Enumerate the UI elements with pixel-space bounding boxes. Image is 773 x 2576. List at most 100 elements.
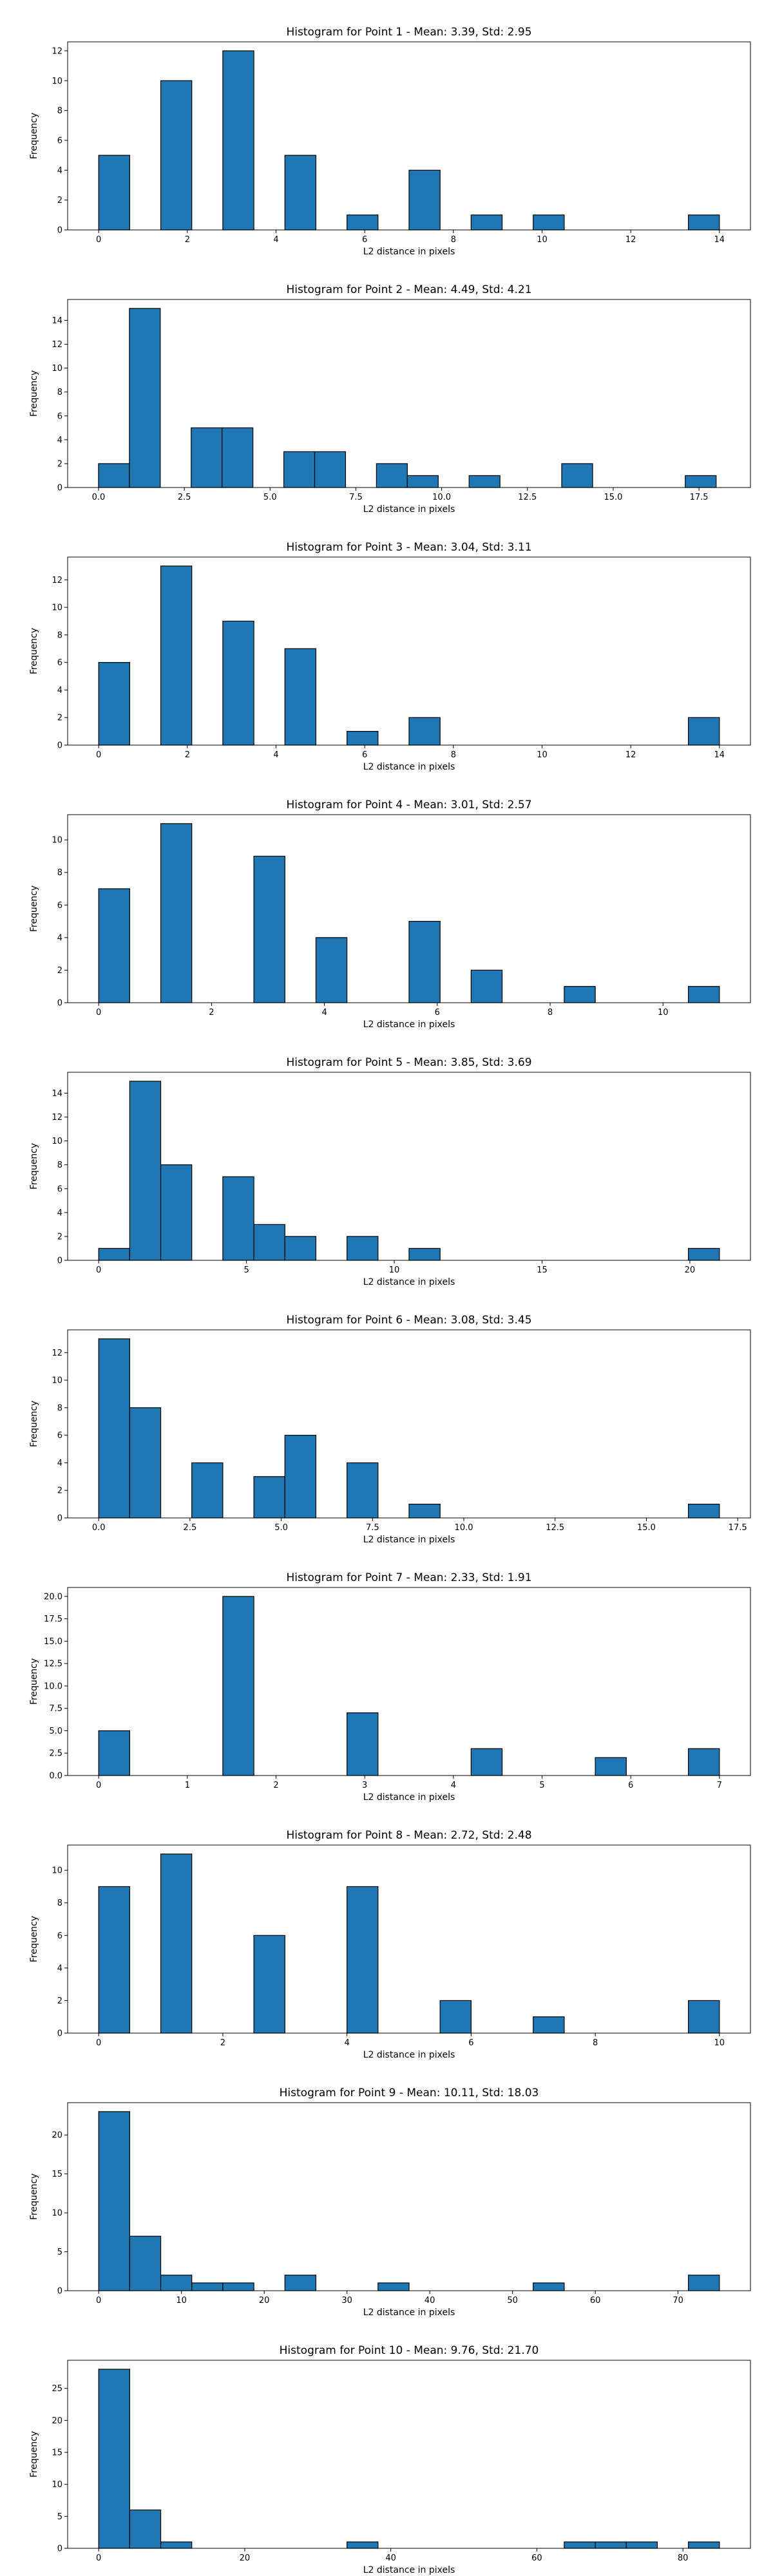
y-tick-label: 12 <box>52 1349 62 1358</box>
y-tick-label: 6 <box>57 1931 62 1941</box>
x-tick-label: 2.5 <box>184 1523 197 1533</box>
histogram-bar <box>688 2000 720 2034</box>
axes-frame <box>67 299 751 488</box>
y-tick-label: 10 <box>52 836 62 846</box>
x-tick-label: 15.0 <box>604 493 622 502</box>
y-tick-label: 10 <box>52 1137 62 1146</box>
histogram-bar <box>688 1748 720 1776</box>
x-tick-label: 30 <box>341 2296 352 2306</box>
histogram-bar <box>191 427 223 488</box>
y-tick-label: 0 <box>57 1256 62 1266</box>
chart-title: Histogram for Point 4 - Mean: 3.01, Std:… <box>286 799 531 811</box>
histogram-bar <box>377 2282 410 2291</box>
histogram-bar <box>688 717 720 746</box>
x-axis-label: L2 distance in pixels <box>363 2050 455 2060</box>
x-tick-label: 5.0 <box>263 493 277 502</box>
x-tick-label: 0 <box>96 2296 101 2306</box>
histogram-bar <box>688 1247 720 1261</box>
y-tick-label: 14 <box>52 316 62 326</box>
x-tick-label: 15.0 <box>637 1523 656 1533</box>
y-tick-label: 8 <box>57 106 62 116</box>
chart-title: Histogram for Point 5 - Mean: 3.85, Std:… <box>286 1056 531 1069</box>
histogram-bar <box>284 2275 317 2291</box>
histogram-bar <box>688 1504 720 1519</box>
axes-frame <box>67 814 751 1003</box>
x-tick-label: 12 <box>625 750 636 760</box>
histogram-panel-5: Histogram for Point 5 - Mean: 3.85, Std:… <box>29 1056 751 1287</box>
x-tick-label: 40 <box>385 2553 396 2563</box>
x-tick-label: 4 <box>451 1781 456 1790</box>
histogram-bar <box>688 2541 720 2549</box>
histogram-bar <box>688 986 720 1003</box>
y-tick-label: 2 <box>57 1486 62 1496</box>
x-tick-label: 1 <box>185 1781 190 1790</box>
x-tick-label: 4 <box>321 1008 327 1018</box>
histogram-bar <box>347 214 379 231</box>
y-tick-label: 6 <box>57 136 62 146</box>
histogram-bar <box>284 1236 317 1261</box>
x-tick-label: 6 <box>468 2038 473 2048</box>
histogram-bar <box>408 920 441 1003</box>
x-tick-label: 5 <box>539 1781 544 1790</box>
x-axis-label: L2 distance in pixels <box>363 1535 455 1545</box>
y-tick-label: 6 <box>57 1184 62 1194</box>
axes-frame <box>67 1587 751 1776</box>
histogram-bar <box>470 214 503 231</box>
histogram-bar <box>160 1164 193 1261</box>
y-tick-label: 12.5 <box>44 1660 62 1669</box>
x-axis-label: L2 distance in pixels <box>363 504 455 515</box>
y-tick-label: 0 <box>57 741 62 751</box>
histogram-bar <box>129 2509 162 2549</box>
y-tick-label: 5.0 <box>49 1727 62 1736</box>
y-tick-label: 12 <box>52 46 62 56</box>
histogram-bar <box>98 1338 130 1519</box>
x-tick-label: 7 <box>717 1781 722 1790</box>
histogram-bar <box>533 214 565 231</box>
x-tick-label: 8 <box>548 1008 553 1018</box>
histogram-panel-8: Histogram for Point 8 - Mean: 2.72, Std:… <box>29 1829 751 2060</box>
histogram-panel-7: Histogram for Point 7 - Mean: 2.33, Std:… <box>29 1571 751 1803</box>
axes-frame <box>67 1329 751 1519</box>
histogram-bar <box>376 463 408 488</box>
y-tick-label: 15 <box>52 2448 62 2458</box>
y-tick-label: 4 <box>57 686 62 696</box>
axes-frame <box>67 1072 751 1261</box>
y-tick-label: 0 <box>57 1514 62 1524</box>
y-axis-label: Frequency <box>29 370 39 417</box>
histogram-bar <box>314 451 347 488</box>
histogram-bar <box>284 648 317 746</box>
y-tick-label: 8 <box>57 868 62 878</box>
x-tick-label: 0 <box>96 1265 101 1275</box>
x-axis-label: L2 distance in pixels <box>363 2307 455 2318</box>
y-tick-label: 10.0 <box>44 1681 62 1691</box>
y-tick-label: 5 <box>57 2512 62 2522</box>
y-tick-label: 5 <box>57 2248 62 2257</box>
x-tick-label: 14 <box>714 235 725 245</box>
histogram-bar <box>253 855 285 1003</box>
x-axis-label: L2 distance in pixels <box>363 247 455 257</box>
x-axis-label: L2 distance in pixels <box>363 2565 455 2575</box>
y-tick-label: 0 <box>57 484 62 493</box>
y-tick-label: 0 <box>57 2544 62 2554</box>
y-tick-label: 4 <box>57 933 62 943</box>
histogram-bar <box>222 1596 254 1776</box>
x-tick-label: 8 <box>593 2038 598 2048</box>
x-tick-label: 2 <box>273 1781 278 1790</box>
histogram-bar <box>160 1853 193 2034</box>
x-tick-label: 70 <box>673 2296 683 2306</box>
histogram-bar <box>129 1407 162 1519</box>
y-tick-label: 12 <box>52 340 62 350</box>
histogram-bar <box>347 731 379 746</box>
x-tick-label: 2 <box>209 1008 214 1018</box>
histogram-bar <box>98 1730 130 1776</box>
axes-frame <box>67 1844 751 2034</box>
x-tick-label: 2 <box>220 2038 225 2048</box>
x-tick-label: 0 <box>96 1008 101 1018</box>
x-tick-label: 0 <box>96 750 101 760</box>
histogram-bar <box>222 50 254 231</box>
x-tick-label: 2 <box>185 750 190 760</box>
y-tick-label: 0 <box>57 2287 62 2297</box>
histogram-bar <box>468 475 501 488</box>
x-tick-label: 8 <box>451 750 456 760</box>
x-tick-label: 10.0 <box>432 493 451 502</box>
